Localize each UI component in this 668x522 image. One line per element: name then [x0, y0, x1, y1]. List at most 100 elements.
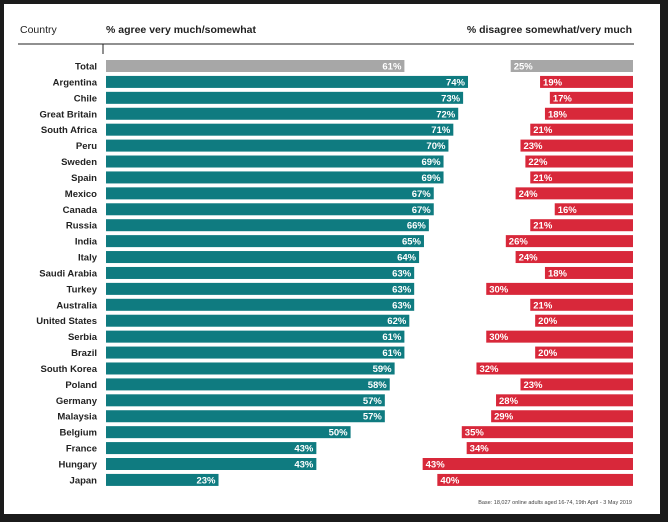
disagree-bar — [466, 442, 633, 455]
agree-bar — [106, 107, 459, 120]
country-label: Total — [75, 62, 97, 73]
disagree-bar — [544, 266, 633, 279]
agree-bar — [106, 266, 415, 279]
agree-bar — [106, 171, 444, 184]
agree-bar — [106, 235, 424, 248]
agree-value-label: 59% — [373, 364, 393, 375]
disagree-bar — [515, 187, 633, 200]
disagree-bar — [491, 410, 633, 423]
agree-bar — [106, 473, 219, 486]
disagree-value-label: 21% — [533, 173, 553, 184]
agree-value-label: 50% — [329, 428, 349, 439]
disagree-bar — [530, 123, 633, 136]
agree-value-label: 67% — [412, 205, 432, 216]
disagree-value-label: 25% — [514, 62, 534, 73]
disagree-bar — [515, 251, 633, 264]
agree-value-label: 57% — [363, 396, 383, 407]
disagree-bar — [530, 171, 633, 184]
agree-value-label: 67% — [412, 189, 432, 200]
agree-bar — [106, 75, 468, 88]
disagree-bar — [461, 426, 633, 439]
country-label: Sweden — [61, 157, 97, 168]
country-label: Russia — [66, 221, 98, 232]
country-label: Poland — [65, 380, 97, 391]
disagree-value-label: 40% — [440, 475, 460, 486]
agree-bar — [106, 91, 464, 104]
agree-value-label: 43% — [294, 444, 314, 455]
disagree-value-label: 18% — [548, 109, 568, 120]
country-label: Hungary — [58, 460, 97, 471]
disagree-value-label: 30% — [489, 284, 509, 295]
disagree-bar — [486, 282, 633, 295]
disagree-value-label: 43% — [426, 460, 446, 471]
disagree-value-label: 30% — [489, 332, 509, 343]
country-label: Malaysia — [57, 412, 97, 423]
agree-bar — [106, 203, 434, 216]
agree-value-label: 43% — [294, 460, 314, 471]
disagree-value-label: 16% — [558, 205, 578, 216]
country-label: France — [66, 444, 97, 455]
agree-value-label: 65% — [402, 237, 422, 248]
country-label: Spain — [71, 173, 97, 184]
agree-value-label: 63% — [392, 284, 412, 295]
agree-bar — [106, 458, 317, 470]
disagree-value-label: 26% — [509, 237, 529, 248]
agree-value-label: 64% — [397, 253, 417, 264]
country-label: Turkey — [67, 284, 98, 295]
diverging-bar-chart: Country % agree very much/somewhat % dis… — [18, 24, 634, 506]
disagree-bar — [530, 298, 633, 311]
agree-bar — [106, 60, 405, 72]
agree-bar — [106, 330, 405, 343]
disagree-value-label: 21% — [533, 125, 553, 136]
country-label: Argentina — [53, 77, 98, 88]
agree-value-label: 66% — [407, 221, 427, 232]
agree-value-label: 57% — [363, 412, 383, 423]
country-label: South Africa — [41, 125, 98, 136]
country-column-header: Country — [20, 24, 58, 36]
country-label: Australia — [56, 300, 97, 311]
disagree-bar — [540, 75, 633, 88]
disagree-bar — [535, 314, 633, 327]
disagree-bar — [422, 458, 633, 470]
disagree-value-label: 20% — [538, 348, 558, 359]
agree-value-label: 63% — [392, 300, 412, 311]
disagree-bar — [535, 346, 633, 359]
disagree-bar — [544, 107, 633, 120]
disagree-value-label: 35% — [465, 428, 485, 439]
disagree-value-label: 22% — [528, 157, 548, 168]
country-label: Chile — [74, 93, 97, 104]
footnote: Base: 18,027 online adults aged 16-74, 1… — [478, 500, 632, 506]
agree-value-label: 61% — [382, 62, 402, 73]
disagree-bar — [510, 60, 633, 72]
agree-value-label: 69% — [422, 157, 442, 168]
disagree-bar — [496, 394, 633, 407]
agree-bar — [106, 426, 351, 439]
disagree-value-label: 18% — [548, 268, 568, 279]
agree-bar — [106, 378, 390, 391]
country-label: Mexico — [65, 189, 97, 200]
country-label: United States — [36, 316, 97, 327]
bar-rows: Total 61% 25% Argentina 74% 19% Chile 73% 17% Gre… — [36, 60, 633, 486]
country-label: India — [75, 237, 98, 248]
agree-value-label: 58% — [368, 380, 388, 391]
disagree-bar — [476, 362, 633, 375]
agree-bar — [106, 314, 410, 327]
disagree-value-label: 23% — [523, 141, 543, 152]
disagree-value-label: 29% — [494, 412, 514, 423]
country-label: Canada — [63, 205, 98, 216]
country-label: Peru — [76, 141, 97, 152]
agree-bar — [106, 187, 434, 200]
country-label: Germany — [56, 396, 98, 407]
disagree-value-label: 21% — [533, 300, 553, 311]
disagree-value-label: 21% — [533, 221, 553, 232]
disagree-bar — [505, 235, 633, 248]
disagree-bar — [549, 91, 633, 104]
agree-bar — [106, 394, 385, 407]
agree-bar — [106, 346, 405, 359]
agree-value-label: 23% — [196, 475, 216, 486]
agree-value-label: 62% — [387, 316, 407, 327]
disagree-bar — [437, 473, 633, 486]
disagree-value-label: 17% — [553, 93, 573, 104]
agree-bar — [106, 362, 395, 375]
agree-bar — [106, 251, 420, 264]
